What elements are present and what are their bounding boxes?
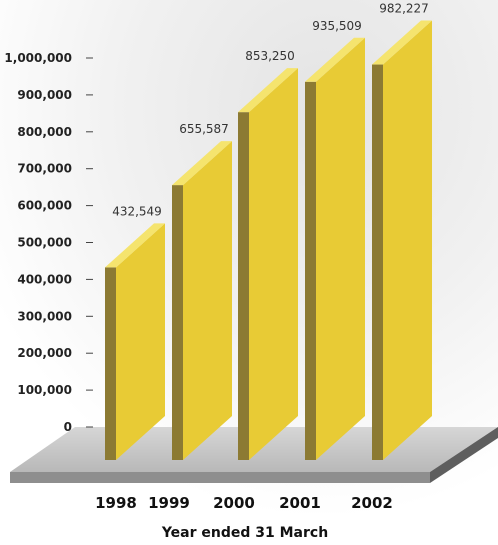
y-tick-label: 1,000,000 (4, 51, 72, 65)
data-label: 853,250 (245, 49, 295, 63)
y-tick-label: 400,000 (17, 272, 72, 286)
y-tick-label: 200,000 (17, 346, 72, 360)
x-category-label: 2000 (213, 494, 255, 512)
bar-side (372, 64, 383, 461)
bar-1998: 432,549 (105, 204, 165, 460)
bar-side (238, 112, 249, 460)
bar-face (383, 20, 432, 461)
bar-side (172, 185, 183, 461)
data-label: 982,227 (379, 2, 429, 16)
x-category-label: 2002 (351, 494, 393, 512)
y-tick-label: 100,000 (17, 383, 72, 397)
bar-2002: 982,227 (372, 2, 432, 461)
y-tick-label: 900,000 (17, 88, 72, 102)
bar-2000: 853,250 (238, 49, 298, 460)
bar-2001: 935,509 (305, 19, 365, 460)
x-category-label: 2001 (279, 494, 321, 512)
bar-top (372, 20, 432, 65)
bar-top (238, 68, 298, 113)
bar-face (116, 223, 165, 460)
bar-1999: 655,587 (172, 122, 232, 461)
bar-top (305, 37, 365, 82)
data-label: 935,509 (312, 19, 362, 33)
x-category-label: 1998 (95, 494, 137, 512)
x-category-label: 1999 (148, 494, 190, 512)
y-tick-label: 0 (64, 420, 72, 434)
x-axis-labels: 1998 1999 2000 2001 2002 (95, 494, 393, 512)
bar-side (105, 267, 116, 460)
y-tick-label: 600,000 (17, 199, 72, 213)
floor-side (430, 427, 498, 483)
y-tick-label: 500,000 (17, 236, 72, 250)
bar-top (172, 141, 232, 186)
bar-face (183, 141, 232, 461)
bar-side (305, 81, 316, 460)
data-label: 655,587 (179, 122, 229, 136)
y-tick-label: 300,000 (17, 309, 72, 323)
y-axis: 0 100,000 200,000 300,000 400,000 500,000 600,… (4, 51, 93, 434)
bar-face (249, 68, 298, 460)
floor-front (10, 472, 430, 483)
x-axis-title: Year ended 31 March (161, 525, 328, 541)
y-tick-label: 700,000 (17, 162, 72, 176)
y-tick-label: 800,000 (17, 125, 72, 139)
bars: 432,549 655,587 853,250 935,509 982,227 (105, 2, 432, 461)
bar-top (105, 223, 165, 268)
bar-face (316, 37, 365, 460)
data-label: 432,549 (112, 204, 162, 218)
